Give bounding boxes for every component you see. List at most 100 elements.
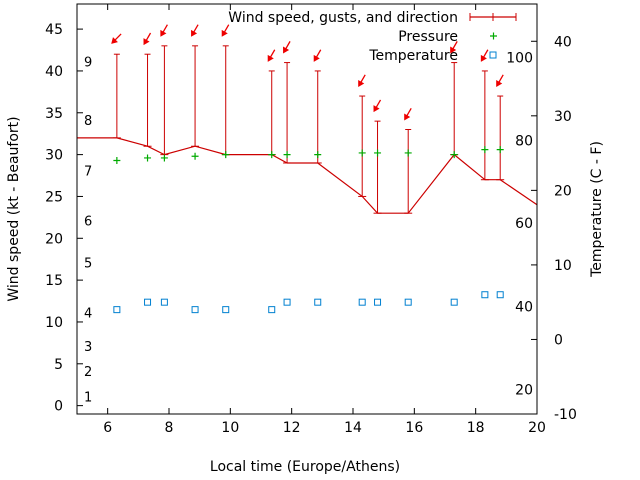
x-tick-label: 6 bbox=[103, 420, 112, 436]
x-tick-label: 16 bbox=[405, 420, 423, 436]
wind-direction-arrow bbox=[373, 99, 382, 113]
gust-bars bbox=[113, 45, 504, 214]
pressure-point bbox=[496, 146, 504, 154]
beaufort-label: 5 bbox=[84, 256, 92, 271]
y2-axis-label: Temperature (C - F) bbox=[589, 141, 605, 278]
pressure-point bbox=[283, 151, 291, 159]
wind-direction-arrow bbox=[283, 41, 291, 54]
temperature-point bbox=[496, 291, 504, 299]
y-tick-label: 5 bbox=[54, 357, 63, 373]
temperature-point bbox=[481, 291, 489, 299]
wind-direction-arrow bbox=[111, 33, 122, 44]
y-tick-label: 25 bbox=[45, 189, 63, 205]
beaufort-label: 2 bbox=[84, 365, 92, 380]
x-tick-label: 18 bbox=[467, 420, 485, 436]
y-tick-label: 10 bbox=[45, 315, 63, 331]
temperature-point bbox=[191, 306, 199, 314]
fahrenheit-label: 100 bbox=[506, 51, 533, 67]
wind-speed-line bbox=[77, 137, 538, 214]
fahrenheit-label: 40 bbox=[515, 300, 533, 316]
fahrenheit-label: 20 bbox=[515, 382, 533, 398]
y-tick-label: 30 bbox=[45, 148, 63, 164]
arrow-head bbox=[450, 46, 457, 54]
temperature-series bbox=[113, 291, 504, 314]
beaufort-labels: 1 2 3 4 5 6 7 8 9 bbox=[84, 56, 92, 406]
y-axis-label: Wind speed (kt - Beaufort) bbox=[6, 116, 22, 301]
y2-tick-label: 20 bbox=[554, 183, 572, 199]
fahrenheit-labels: 20 40 60 80 100 bbox=[506, 51, 533, 399]
arrow-head bbox=[480, 54, 487, 62]
beaufort-label: 6 bbox=[84, 215, 92, 230]
x-tick-label: 20 bbox=[528, 420, 546, 436]
legend-pressure-marker bbox=[490, 32, 497, 40]
wind-direction-arrow bbox=[191, 24, 199, 37]
y2-tick-label: -10 bbox=[554, 407, 577, 423]
wind-direction-arrow bbox=[480, 49, 489, 62]
arrow-head bbox=[496, 80, 503, 87]
fahrenheit-label: 60 bbox=[515, 216, 533, 232]
y-tick-label: 40 bbox=[45, 64, 63, 80]
temperature-point bbox=[314, 298, 322, 306]
pressure-point bbox=[481, 146, 489, 154]
wind-direction-arrow bbox=[496, 74, 504, 87]
temperature-point bbox=[404, 298, 412, 306]
beaufort-label: 7 bbox=[84, 164, 92, 179]
pressure-series bbox=[113, 146, 504, 164]
wind-direction-arrow bbox=[313, 49, 322, 62]
arrow-head bbox=[283, 46, 290, 54]
pressure-point bbox=[358, 149, 366, 157]
pressure-point bbox=[191, 152, 199, 160]
temperature-point bbox=[283, 298, 291, 306]
wind-direction-arrow bbox=[160, 24, 168, 37]
beaufort-label: 1 bbox=[84, 390, 92, 405]
pressure-point bbox=[450, 151, 458, 159]
wind-direction-arrow bbox=[450, 41, 458, 54]
wind-direction-arrow bbox=[221, 24, 230, 37]
pressure-point bbox=[144, 154, 152, 162]
beaufort-label: 9 bbox=[84, 56, 92, 71]
wind-direction-arrow bbox=[404, 107, 412, 121]
legend-temperature-marker bbox=[489, 51, 497, 59]
temperature-point bbox=[374, 298, 382, 306]
x-tick-label: 12 bbox=[283, 420, 301, 436]
temperature-point bbox=[113, 306, 121, 314]
temperature-point bbox=[222, 306, 230, 314]
beaufort-label: 3 bbox=[84, 340, 92, 355]
legend-label-pressure: Pressure bbox=[398, 29, 458, 45]
legend-sample-temperature bbox=[489, 51, 497, 59]
arrow-head bbox=[313, 54, 320, 62]
y-tick-label: 20 bbox=[45, 231, 63, 247]
beaufort-label: 8 bbox=[84, 114, 92, 129]
arrow-head bbox=[191, 29, 198, 37]
y-tick-label: 45 bbox=[45, 22, 63, 38]
x-axis-label: Local time (Europe/Athens) bbox=[210, 459, 400, 475]
legend-sample-pressure bbox=[490, 32, 497, 40]
pressure-point bbox=[113, 156, 121, 164]
pressure-point bbox=[404, 149, 412, 157]
arrow-head bbox=[373, 105, 380, 113]
temperature-point bbox=[268, 306, 276, 314]
wind-direction-arrow bbox=[267, 49, 276, 62]
arrow-head bbox=[160, 29, 167, 37]
arrow-head bbox=[358, 80, 365, 87]
direction-arrows bbox=[111, 24, 504, 121]
wind-direction-arrow bbox=[143, 32, 152, 46]
pressure-point bbox=[222, 151, 230, 159]
arrow-head bbox=[267, 54, 274, 62]
fahrenheit-label: 80 bbox=[515, 133, 533, 149]
y2-ticks: -10 0 10 20 30 40 bbox=[531, 34, 577, 423]
y-tick-label: 0 bbox=[54, 399, 63, 415]
y2-tick-label: 30 bbox=[554, 109, 572, 125]
temperature-point bbox=[358, 298, 366, 306]
y-tick-label: 35 bbox=[45, 106, 63, 122]
y2-tick-label: 40 bbox=[554, 34, 572, 50]
beaufort-label: 4 bbox=[84, 307, 92, 322]
arrow-head bbox=[404, 113, 411, 121]
wind-direction-arrow bbox=[358, 74, 366, 87]
y-tick-label: 15 bbox=[45, 273, 63, 289]
pressure-point bbox=[160, 154, 168, 162]
arrow-head bbox=[221, 29, 228, 37]
legend: Wind speed, gusts, and direction Pressur… bbox=[228, 10, 517, 64]
pressure-point bbox=[374, 149, 382, 157]
